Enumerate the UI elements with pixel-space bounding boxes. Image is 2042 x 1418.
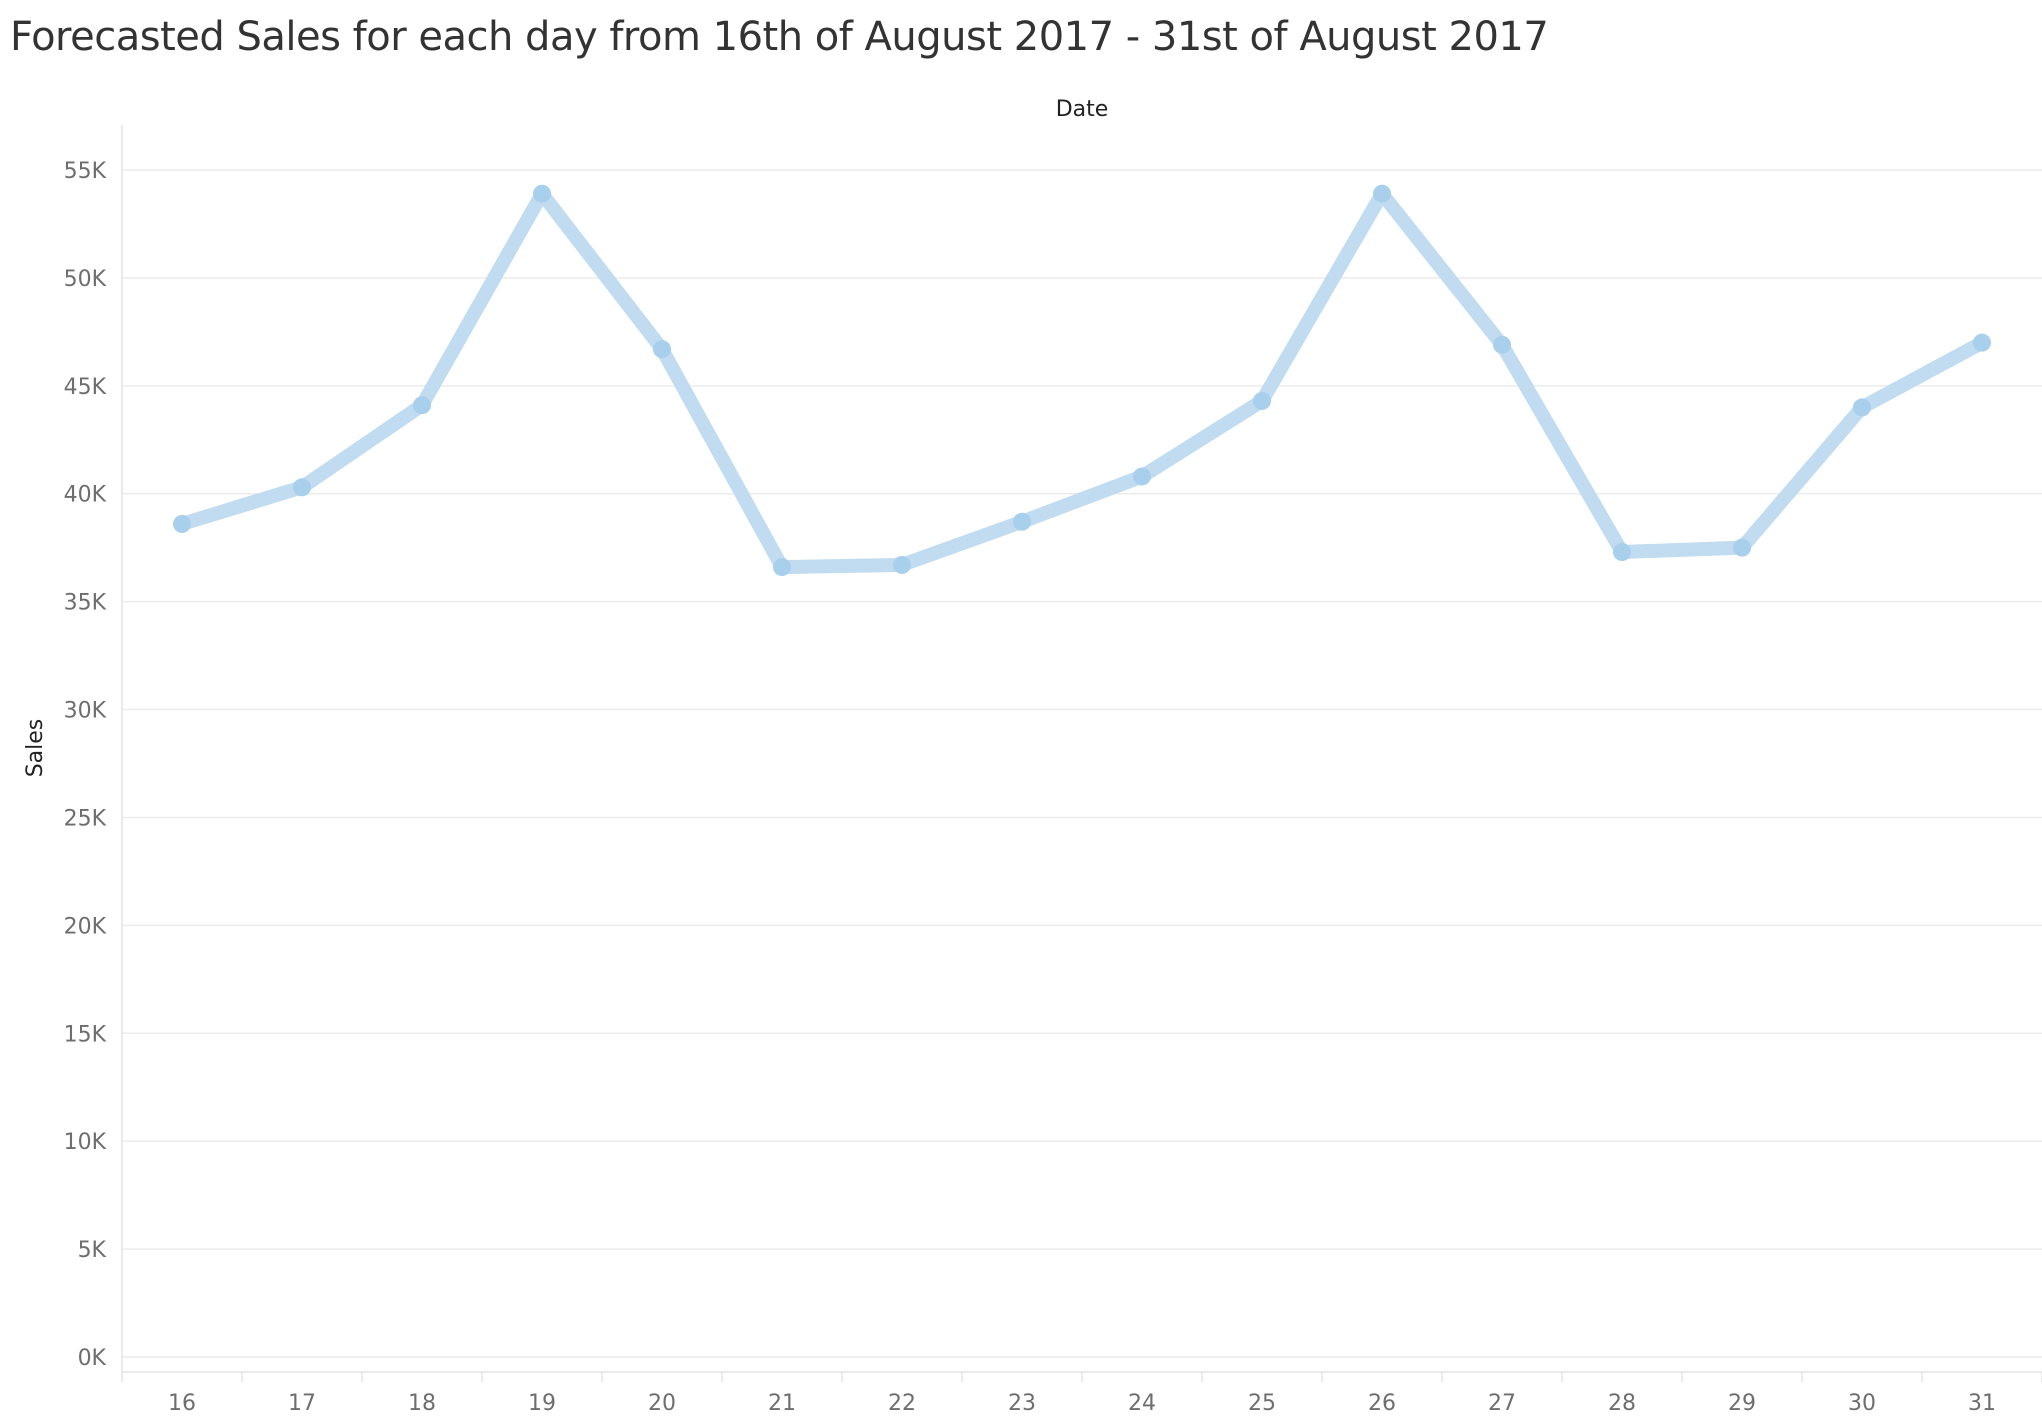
y-axis-title: Sales [23,719,48,778]
data-point[interactable] [893,555,911,574]
data-point[interactable] [1013,512,1031,531]
x-tick-label: 31 [1968,1391,1996,1416]
x-axis-title: Date [1056,97,1109,122]
x-tick-label: 20 [648,1391,676,1416]
x-tick-label: 25 [1248,1391,1276,1416]
y-tick-label: 55K [64,159,107,184]
x-tick-label: 23 [1008,1391,1036,1416]
y-tick-label: 15K [64,1022,107,1047]
y-tick-label: 5K [78,1238,107,1263]
x-tick-label: 18 [408,1391,436,1416]
y-tick-label: 45K [64,375,107,400]
y-tick-label: 40K [64,483,107,508]
x-tick-label: 27 [1488,1391,1516,1416]
data-point[interactable] [1613,542,1631,561]
data-point[interactable] [1733,538,1751,557]
data-point[interactable] [1853,398,1871,417]
y-tick-label: 20K [64,914,107,939]
y-tick-label: 50K [64,267,107,292]
y-tick-label: 30K [64,699,107,724]
y-tick-label: 25K [64,806,107,831]
data-point[interactable] [533,184,551,203]
y-tick-label: 35K [64,591,107,616]
data-point[interactable] [653,340,671,359]
chart-title: Forecasted Sales for each day from 16th … [10,14,1549,60]
x-tick-label: 19 [528,1391,556,1416]
data-point[interactable] [173,514,191,533]
data-point[interactable] [773,558,791,577]
x-tick-label: 30 [1848,1391,1876,1416]
data-point[interactable] [1493,335,1511,354]
x-tick-label: 24 [1128,1391,1156,1416]
x-tick-label: 26 [1368,1391,1396,1416]
x-tick-label: 22 [888,1391,916,1416]
y-tick-label: 10K [64,1130,107,1155]
data-point[interactable] [413,396,431,415]
series-line [175,186,1989,575]
gridlines [122,169,2042,1358]
data-point[interactable] [1973,333,1991,352]
data-point[interactable] [1133,467,1151,486]
x-tick-label: 16 [168,1391,196,1416]
x-tick-label: 29 [1728,1391,1756,1416]
x-tick-label: 21 [768,1391,796,1416]
y-tick-label: 0K [78,1346,107,1371]
axes: 0K 5K 10K 15K 20K 25K 30K 35K 40K 45K 50K 55K 16 17 18… [64,125,2042,1416]
data-point[interactable] [293,478,311,497]
series [173,184,1991,577]
data-point[interactable] [1373,184,1391,203]
x-tick-label: 17 [288,1391,316,1416]
data-point[interactable] [1253,391,1271,410]
x-tick-label: 28 [1608,1391,1636,1416]
